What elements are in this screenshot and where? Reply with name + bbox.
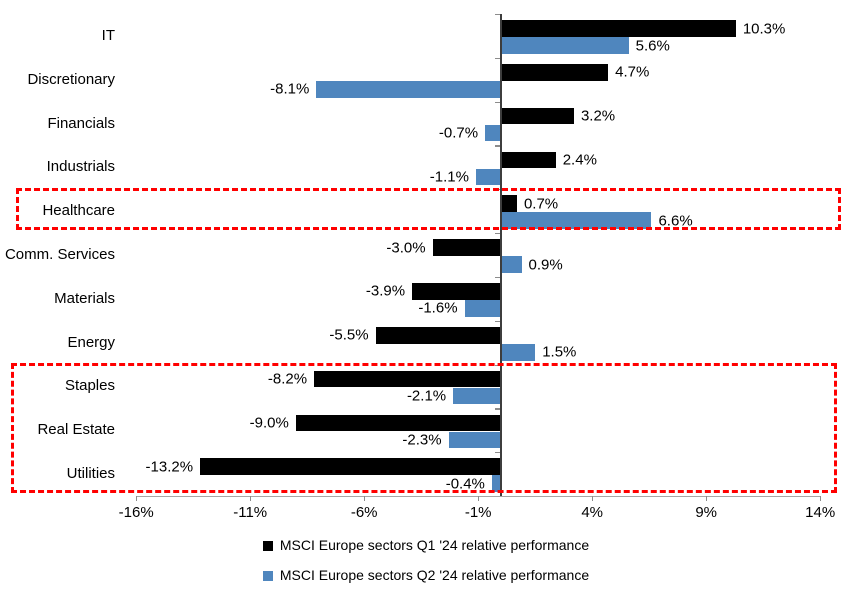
legend-item-q1: MSCI Europe sectors Q1 '24 relative perf… bbox=[262, 537, 590, 554]
category-label: Utilities bbox=[66, 465, 115, 483]
q2-bar bbox=[485, 124, 501, 142]
q1-value-label: 0.7% bbox=[523, 195, 559, 213]
x-axis-tick bbox=[819, 495, 821, 501]
y-axis-tick bbox=[495, 408, 501, 410]
q1-value-label: -5.5% bbox=[329, 326, 369, 344]
category-label: Materials bbox=[54, 289, 115, 307]
q2-bar bbox=[453, 387, 501, 405]
q2-value-label: -2.3% bbox=[402, 431, 442, 449]
q1-bar bbox=[501, 107, 574, 125]
q1-value-label: -3.0% bbox=[386, 239, 426, 257]
category-label: Real Estate bbox=[37, 421, 115, 439]
q2-value-label: -1.1% bbox=[429, 168, 469, 186]
legend-item-q2: MSCI Europe sectors Q2 '24 relative perf… bbox=[262, 567, 590, 584]
healthcare-box bbox=[16, 187, 841, 231]
q1-bar bbox=[314, 370, 501, 388]
q2-bar bbox=[501, 212, 652, 230]
x-tick-label: -1% bbox=[464, 504, 492, 521]
q1-value-label: -9.0% bbox=[249, 414, 289, 432]
q2-value-label: -0.4% bbox=[445, 475, 485, 493]
q2-bar bbox=[464, 300, 501, 317]
x-tick-label: 14% bbox=[805, 504, 836, 521]
x-axis-tick bbox=[249, 495, 251, 501]
x-tick-label: 9% bbox=[695, 504, 718, 521]
q2-value-label: 0.9% bbox=[528, 256, 563, 274]
q1-value-label: 4.7% bbox=[615, 63, 650, 81]
y-axis-line bbox=[500, 14, 502, 496]
x-tick-label: -6% bbox=[350, 504, 378, 521]
q2-bar bbox=[448, 431, 501, 449]
category-label: Discretionary bbox=[27, 70, 115, 88]
q1-value-label: 10.3% bbox=[742, 20, 786, 37]
q1-bar bbox=[200, 458, 501, 475]
category-label: Energy bbox=[67, 333, 115, 351]
q2-value-label: -1.6% bbox=[418, 299, 458, 317]
q2-bar bbox=[316, 81, 501, 98]
y-axis-tick bbox=[495, 14, 501, 16]
x-axis-tick bbox=[477, 495, 479, 501]
q2-bar bbox=[501, 256, 522, 273]
x-axis-tick bbox=[135, 495, 137, 501]
x-axis-tick bbox=[591, 495, 593, 501]
q2-value-label: -0.7% bbox=[438, 124, 479, 142]
q2-bar bbox=[491, 475, 501, 492]
q1-bar bbox=[375, 326, 501, 344]
q1-value-label: -3.9% bbox=[365, 282, 406, 300]
q2-value-label: 6.6% bbox=[658, 212, 693, 230]
category-label: Industrials bbox=[46, 158, 115, 176]
y-axis-tick bbox=[495, 57, 501, 59]
x-tick-label: 4% bbox=[581, 504, 604, 521]
category-label: IT bbox=[101, 26, 115, 44]
q1-value-label: 2.4% bbox=[562, 151, 597, 169]
q1-bar bbox=[501, 64, 609, 81]
y-axis-tick bbox=[495, 233, 501, 235]
x-tick-label: -11% bbox=[233, 504, 268, 521]
category-label: Comm. Services bbox=[4, 246, 115, 263]
q1-value-label: -8.2% bbox=[267, 370, 308, 388]
q1-bar bbox=[501, 20, 736, 37]
q1-bar bbox=[432, 239, 501, 256]
q2-bar bbox=[501, 37, 629, 54]
legend-label-q1: MSCI Europe sectors Q1 '24 relative perf… bbox=[279, 537, 590, 553]
x-axis-tick bbox=[705, 495, 707, 501]
category-label: Healthcare bbox=[42, 202, 115, 220]
q2-series-swatch bbox=[262, 570, 273, 581]
y-axis-tick bbox=[495, 496, 501, 498]
y-axis-tick bbox=[495, 145, 501, 147]
q1-series-swatch bbox=[262, 540, 273, 551]
legend: MSCI Europe sectors Q1 '24 relative perf… bbox=[0, 537, 852, 584]
q1-value-label: 3.2% bbox=[580, 107, 616, 125]
y-axis-tick bbox=[495, 452, 501, 454]
category-label: Staples bbox=[64, 377, 115, 395]
q1-bar bbox=[412, 283, 501, 300]
q2-value-label: -2.1% bbox=[406, 387, 447, 405]
q1-bar bbox=[501, 151, 556, 169]
y-axis-tick bbox=[495, 320, 501, 322]
q2-value-label: 5.6% bbox=[635, 37, 670, 54]
y-axis-tick bbox=[495, 276, 501, 279]
q2-bar bbox=[501, 343, 536, 361]
q1-bar bbox=[295, 414, 501, 432]
y-axis-tick bbox=[495, 101, 501, 103]
category-label: Financials bbox=[47, 114, 115, 132]
legend-label-q2: MSCI Europe sectors Q2 '24 relative perf… bbox=[279, 567, 590, 583]
q1-bar bbox=[501, 195, 517, 213]
q2-value-label: -8.1% bbox=[270, 80, 310, 98]
q1-value-label: -13.2% bbox=[145, 458, 194, 476]
q2-value-label: 1.5% bbox=[542, 343, 577, 361]
x-tick-label: -16% bbox=[118, 504, 154, 521]
q2-bar bbox=[475, 168, 501, 186]
x-axis-tick bbox=[363, 495, 365, 501]
